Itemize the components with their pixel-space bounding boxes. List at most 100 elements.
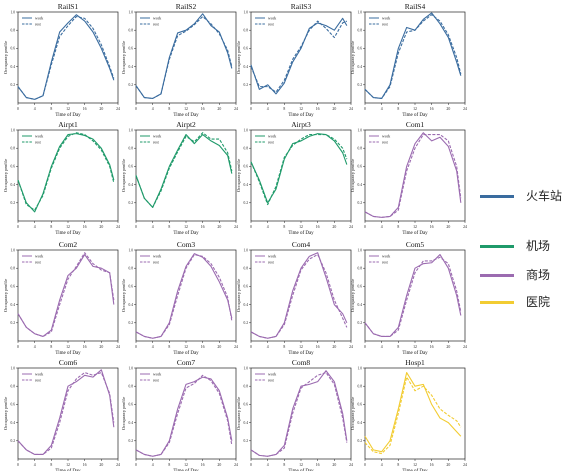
x-tick-label: 4 bbox=[381, 225, 383, 229]
y-tick-label: 0.4 bbox=[244, 65, 249, 69]
x-tick-label: 16 bbox=[316, 107, 320, 111]
x-tick-label: 20 bbox=[446, 107, 450, 111]
legend-item: 机场 bbox=[478, 236, 575, 256]
x-tick-label: 4 bbox=[34, 225, 36, 229]
series-rest-line bbox=[17, 15, 115, 100]
series-rest-line bbox=[364, 134, 462, 218]
x-tick-label: 24 bbox=[116, 225, 120, 229]
x-tick-label: 8 bbox=[168, 107, 170, 111]
panel-rails2: RailS2 0 4 8 12 16 20 24 0.2 0.4 0.6 0.8 1.0 Time of … bbox=[121, 2, 238, 118]
panel-com1: Com1 0 4 8 12 16 20 24 0.2 0.4 0.6 0.8 1.0 Time of Da… bbox=[350, 120, 467, 236]
x-tick-label: 16 bbox=[430, 225, 434, 229]
y-tick-label: 0.4 bbox=[244, 183, 249, 187]
y-tick-label: 0.2 bbox=[244, 201, 249, 205]
y-tick-label: 0.4 bbox=[129, 421, 134, 425]
x-tick-label: 8 bbox=[283, 107, 285, 111]
y-tick-label: 0.2 bbox=[244, 439, 249, 443]
x-tick-label: 24 bbox=[116, 107, 120, 111]
x-tick-label: 0 bbox=[17, 107, 19, 111]
x-tick-label: 12 bbox=[66, 463, 70, 467]
y-axis-label: Occupancy profile bbox=[350, 159, 355, 192]
y-tick-label: 0.8 bbox=[129, 29, 134, 33]
x-tick-label: 24 bbox=[349, 345, 353, 349]
panel-airpt2: Airpt2 0 4 8 12 16 20 24 0.2 0.4 0.6 0.8 1.0 Time of … bbox=[121, 120, 238, 236]
y-tick-label: 0.8 bbox=[358, 385, 363, 389]
legend-label-work: work bbox=[35, 253, 43, 258]
y-tick-label: 0.2 bbox=[244, 321, 249, 325]
series-rest-line bbox=[364, 14, 462, 99]
x-tick-label: 12 bbox=[184, 463, 188, 467]
series-rest-line bbox=[135, 132, 233, 208]
panel-title: Com8 bbox=[292, 358, 311, 367]
series-work-line bbox=[17, 14, 115, 100]
x-tick-label: 12 bbox=[184, 107, 188, 111]
panel-com5: Com5 0 4 8 12 16 20 24 0.2 0.4 0.6 0.8 1.0 Time of Da… bbox=[350, 240, 467, 356]
y-tick-label: 1.0 bbox=[358, 366, 363, 370]
x-tick-label: 24 bbox=[234, 225, 238, 229]
panel-airpt3: Airpt3 0 4 8 12 16 20 24 0.2 0.4 0.6 0.8 1.0 Time of … bbox=[236, 120, 353, 236]
y-tick-label: 0.6 bbox=[244, 47, 249, 51]
y-tick-label: 0.6 bbox=[11, 285, 16, 289]
small-multiples-figure: RailS1 0 4 8 12 16 20 24 0.2 0.4 0.6 0.8 1.0 Time of … bbox=[3, 2, 467, 471]
x-tick-label: 24 bbox=[463, 107, 467, 111]
x-tick-label: 0 bbox=[250, 225, 252, 229]
panel-frame bbox=[135, 367, 237, 460]
x-tick-label: 0 bbox=[250, 345, 252, 349]
panel-com6: Com6 0 4 8 12 16 20 24 0.2 0.4 0.6 0.8 1.0 Time of Da… bbox=[3, 358, 120, 471]
x-axis-label: Time of Day bbox=[288, 469, 314, 471]
y-axis-label: Occupancy profile bbox=[350, 397, 355, 430]
y-tick-label: 0.8 bbox=[129, 267, 134, 271]
x-tick-label: 20 bbox=[99, 107, 103, 111]
legend-label-work: work bbox=[268, 371, 276, 376]
legend-label: 商场 bbox=[526, 268, 551, 282]
y-axis-label: Occupancy profile bbox=[236, 159, 241, 192]
legend-label-work: work bbox=[153, 371, 161, 376]
x-tick-label: 8 bbox=[50, 345, 52, 349]
y-tick-label: 0.8 bbox=[129, 385, 134, 389]
x-tick-label: 24 bbox=[349, 463, 353, 467]
x-tick-label: 16 bbox=[83, 225, 87, 229]
x-tick-label: 0 bbox=[135, 345, 137, 349]
x-tick-label: 8 bbox=[168, 345, 170, 349]
series-rest-line bbox=[250, 371, 348, 457]
series-work-line bbox=[135, 134, 233, 208]
x-axis-label: Time of Day bbox=[173, 113, 199, 118]
x-tick-label: 24 bbox=[116, 463, 120, 467]
x-tick-label: 4 bbox=[34, 107, 36, 111]
panel-title: Com4 bbox=[292, 240, 311, 249]
x-tick-label: 16 bbox=[201, 463, 205, 467]
panel-title: RailS1 bbox=[58, 2, 79, 11]
x-tick-label: 8 bbox=[50, 107, 52, 111]
series-rest-line bbox=[135, 15, 233, 99]
panel-title: Com1 bbox=[406, 120, 425, 129]
y-tick-label: 0.2 bbox=[358, 439, 363, 443]
x-tick-label: 16 bbox=[430, 345, 434, 349]
x-tick-label: 20 bbox=[332, 107, 336, 111]
y-tick-label: 0.6 bbox=[129, 285, 134, 289]
x-axis-label: Time of Day bbox=[288, 351, 314, 356]
panel-com8: Com8 0 4 8 12 16 20 24 0.2 0.4 0.6 0.8 1.0 Time of Da… bbox=[236, 358, 353, 471]
x-axis-label: Time of Day bbox=[173, 231, 199, 236]
y-tick-label: 1.0 bbox=[244, 248, 249, 252]
y-tick-label: 0.2 bbox=[358, 321, 363, 325]
panel-airpt1: Airpt1 0 4 8 12 16 20 24 0.2 0.4 0.6 0.8 1.0 Time of … bbox=[3, 120, 120, 236]
x-tick-label: 0 bbox=[364, 345, 366, 349]
legend-label-rest: rest bbox=[382, 139, 389, 144]
y-tick-label: 0.2 bbox=[358, 201, 363, 205]
x-tick-label: 8 bbox=[168, 463, 170, 467]
x-axis-label: Time of Day bbox=[402, 351, 428, 356]
x-tick-label: 12 bbox=[184, 225, 188, 229]
y-tick-label: 0.8 bbox=[129, 147, 134, 151]
x-tick-label: 4 bbox=[34, 463, 36, 467]
legend-label-rest: rest bbox=[382, 259, 389, 264]
x-axis-label: Time of Day bbox=[55, 469, 81, 471]
category-legend: 火车站 机场 商场 医院 bbox=[478, 0, 575, 471]
legend-label-work: work bbox=[268, 15, 276, 20]
y-tick-label: 0.4 bbox=[244, 421, 249, 425]
y-tick-label: 0.2 bbox=[129, 439, 134, 443]
x-axis-label: Time of Day bbox=[402, 469, 428, 471]
x-tick-label: 12 bbox=[299, 107, 303, 111]
y-tick-label: 0.2 bbox=[11, 321, 16, 325]
legend-item: 医院 bbox=[478, 292, 575, 312]
x-tick-label: 8 bbox=[50, 225, 52, 229]
